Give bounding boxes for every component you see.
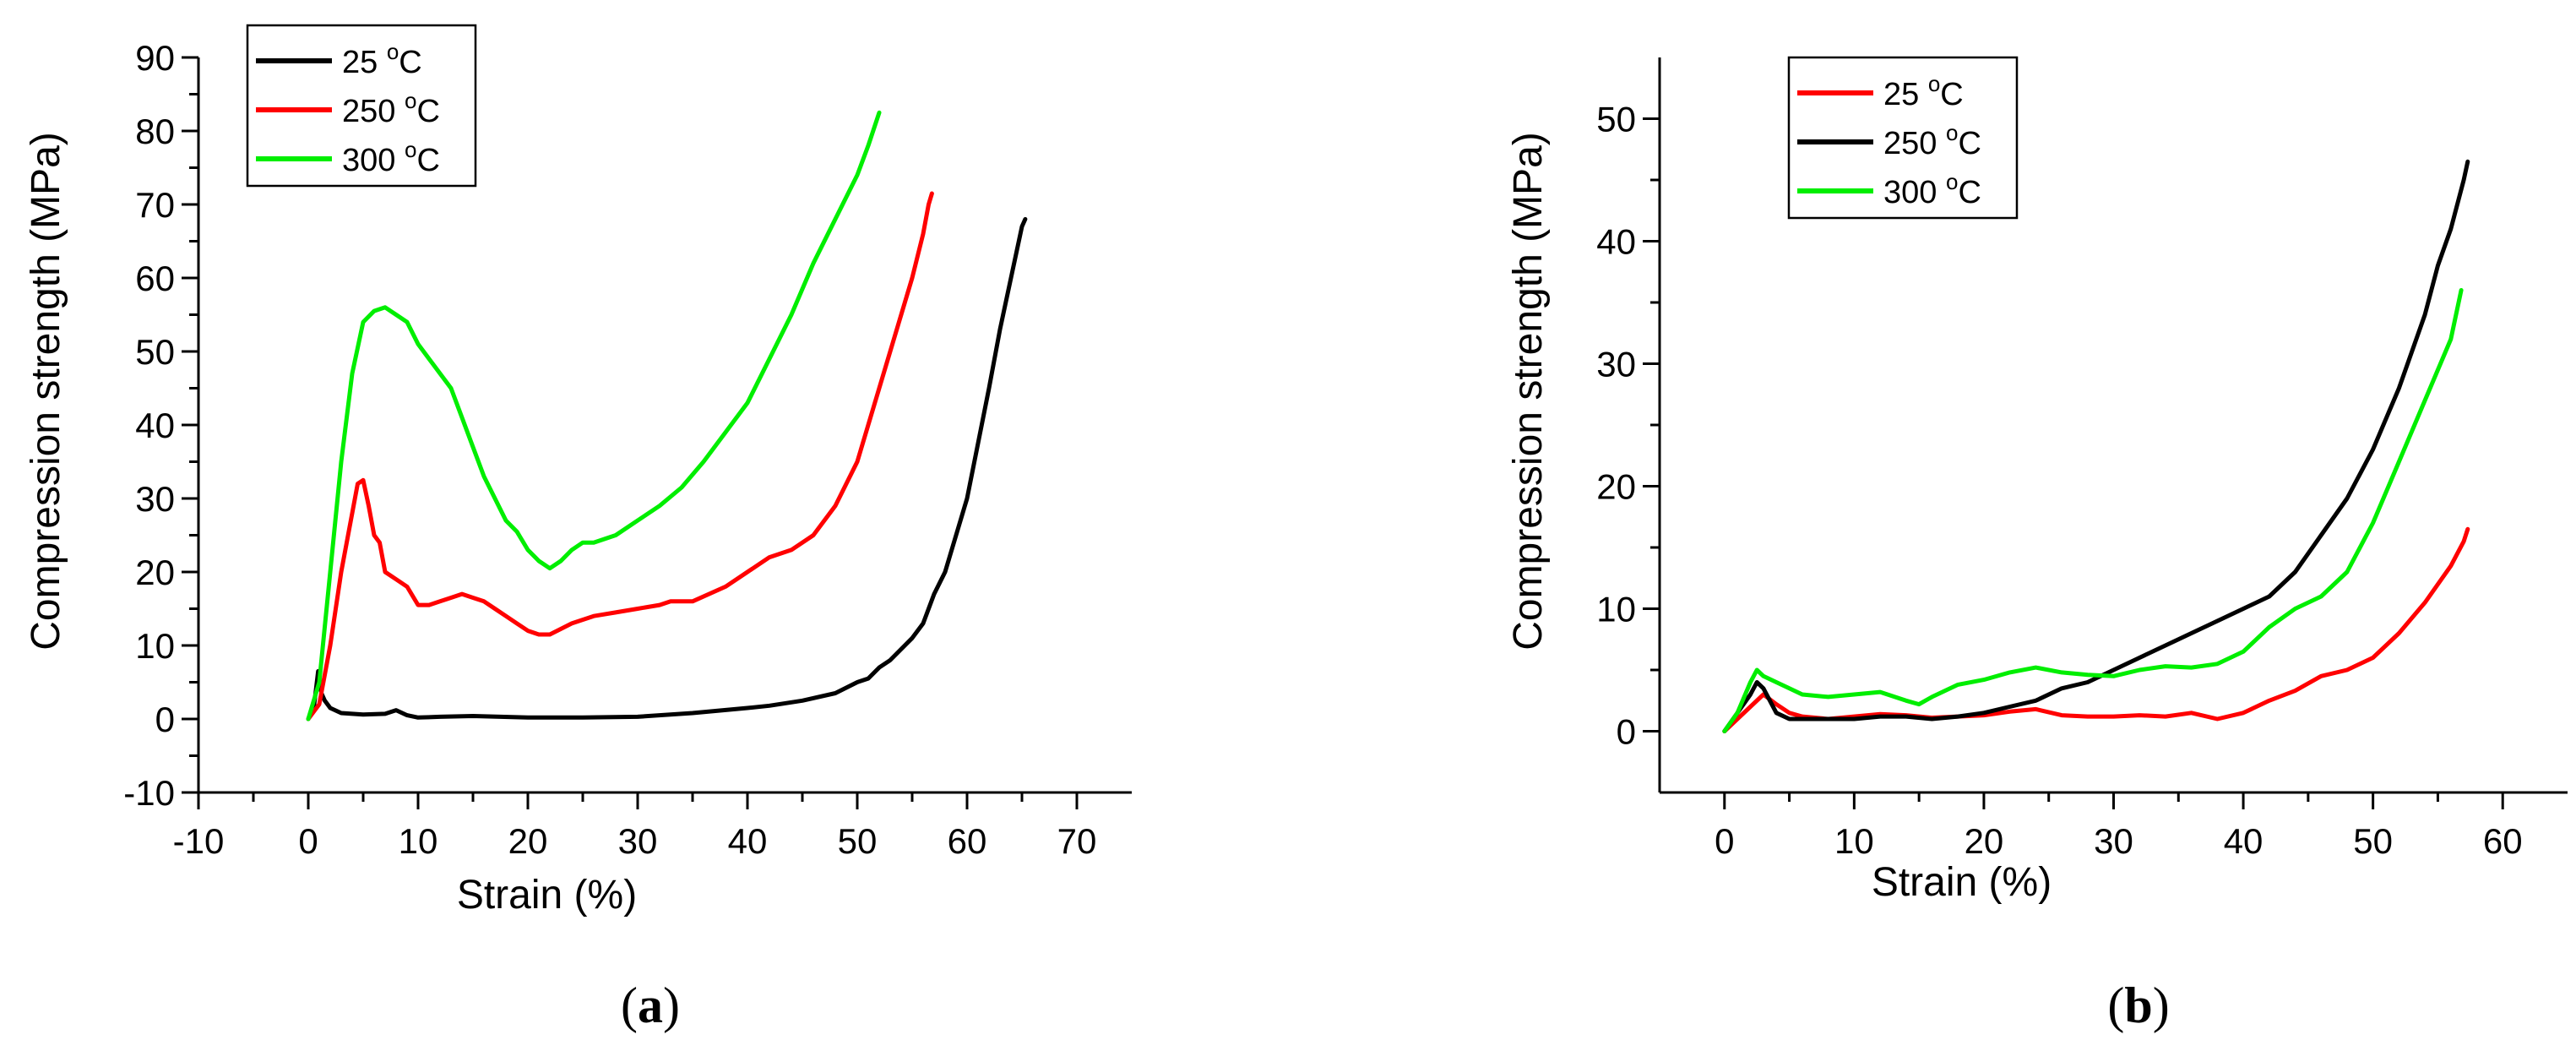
legend-unit: C xyxy=(399,45,421,80)
series-line-250c xyxy=(306,191,934,722)
y-tick-label: 0 xyxy=(1617,712,1636,752)
series-line-25c xyxy=(306,216,1028,722)
y-tick-label: 20 xyxy=(135,553,175,592)
caption-letter: b xyxy=(2124,977,2152,1033)
x-tick-label: 30 xyxy=(618,821,658,861)
legend-unit: C xyxy=(1940,77,1963,112)
series-line-25c xyxy=(1722,526,2470,733)
y-tick-label: -10 xyxy=(123,773,175,813)
x-tick-label: 20 xyxy=(508,821,548,861)
x-tick-label: 40 xyxy=(728,821,768,861)
y-axis-title: Compression strength (MPa) xyxy=(1506,132,1551,651)
y-tick-label: 80 xyxy=(135,112,175,151)
x-tick-label: 50 xyxy=(838,821,878,861)
x-axis-title: Strain (%) xyxy=(1872,860,2052,905)
x-tick-label: 10 xyxy=(1834,821,1874,861)
x-tick-label: 0 xyxy=(298,821,318,861)
x-tick-label: 50 xyxy=(2353,821,2393,861)
y-tick-label: 60 xyxy=(135,259,175,298)
x-tick-label: 70 xyxy=(1057,821,1097,861)
y-tick-label: 10 xyxy=(135,626,175,666)
series-line-250c xyxy=(1722,159,2470,733)
x-tick-label: 20 xyxy=(1965,821,2004,861)
caption-close-paren: ) xyxy=(2153,977,2170,1033)
legend-value: 300 xyxy=(342,143,405,178)
y-tick-label: 30 xyxy=(135,479,175,519)
y-tick-label: 50 xyxy=(1596,100,1636,139)
legend-label: 250 oC xyxy=(1883,120,1981,161)
x-tick-label: 30 xyxy=(2094,821,2133,861)
series-line-300c xyxy=(306,110,882,722)
y-tick-label: 0 xyxy=(155,700,175,739)
y-tick-label: 20 xyxy=(1596,467,1636,507)
x-tick-label: 40 xyxy=(2224,821,2264,861)
caption-letter: a xyxy=(638,977,663,1033)
y-tick-label: 40 xyxy=(135,406,175,445)
caption-close-paren: ) xyxy=(663,977,680,1033)
y-tick-label: 10 xyxy=(1596,590,1636,629)
legend-label: 25 oC xyxy=(342,39,422,80)
chart-b: 0 10 20 30 40 50 60 0 10 20 30 40 50 Strain (%) Compre… xyxy=(1506,56,2568,1033)
x-tick-label: 60 xyxy=(948,821,987,861)
legend-degree: o xyxy=(387,39,399,64)
legend-value: 300 xyxy=(1883,175,1946,210)
legend-degree: o xyxy=(1946,120,1958,145)
y-tick-label: 70 xyxy=(135,185,175,225)
legend-unit: C xyxy=(1958,175,1981,210)
legend-degree: o xyxy=(1928,71,1940,96)
legend-value: 250 xyxy=(342,94,405,129)
y-tick-label: 30 xyxy=(1596,345,1636,384)
legend-unit: C xyxy=(416,94,439,129)
y-tick-label: 90 xyxy=(135,38,175,78)
legend-label: 300 oC xyxy=(342,137,440,178)
legend-value: 25 xyxy=(1883,77,1928,112)
legend-degree: o xyxy=(405,137,416,162)
legend-value: 25 xyxy=(342,45,387,80)
x-tick-label: 10 xyxy=(399,821,438,861)
legend-label: 25 oC xyxy=(1883,71,1964,112)
y-axis-title: Compression strength (MPa) xyxy=(24,132,68,651)
x-tick-label: 0 xyxy=(1715,821,1734,861)
y-tick-label: 50 xyxy=(135,332,175,372)
x-tick-label: 60 xyxy=(2483,821,2523,861)
x-tick-label: -10 xyxy=(173,821,225,861)
x-axis-title: Strain (%) xyxy=(457,873,637,918)
panel-caption: (a) xyxy=(621,977,680,1033)
legend-label: 250 oC xyxy=(342,88,440,129)
legend-unit: C xyxy=(416,143,439,178)
legend-degree: o xyxy=(405,88,416,113)
caption-open-paren: ( xyxy=(2107,977,2124,1033)
legend-value: 250 xyxy=(1883,126,1946,161)
legend-degree: o xyxy=(1946,169,1958,194)
chart-a: -10 0 10 20 30 40 50 60 70 -10 0 10 20 30 40 50 60 70 80 90… xyxy=(24,24,1132,1033)
series-line-300c xyxy=(1722,288,2464,733)
legend-label: 300 oC xyxy=(1883,169,1981,210)
caption-open-paren: ( xyxy=(621,977,638,1033)
legend-unit: C xyxy=(1958,126,1981,161)
y-tick-label: 40 xyxy=(1596,222,1636,262)
panel-caption: (b) xyxy=(2107,977,2169,1033)
